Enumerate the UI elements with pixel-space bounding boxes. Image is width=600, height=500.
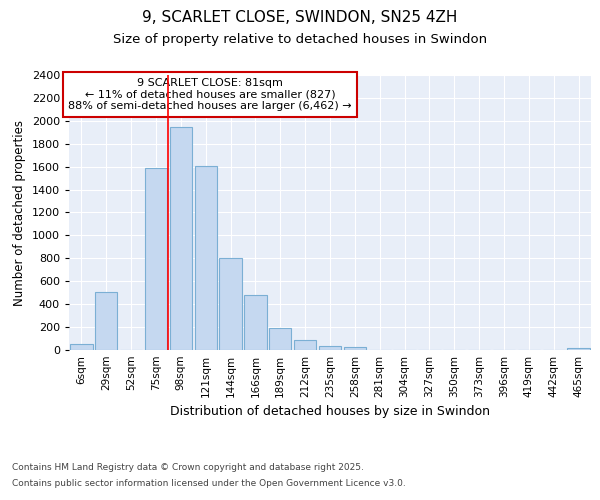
X-axis label: Distribution of detached houses by size in Swindon: Distribution of detached houses by size … <box>170 406 490 418</box>
Bar <box>95 292 118 350</box>
Bar <box>244 295 266 350</box>
Text: 9, SCARLET CLOSE, SWINDON, SN25 4ZH: 9, SCARLET CLOSE, SWINDON, SN25 4ZH <box>142 10 458 25</box>
Y-axis label: Number of detached properties: Number of detached properties <box>13 120 26 306</box>
Bar <box>145 168 167 350</box>
Bar <box>294 340 316 350</box>
Bar <box>344 347 366 350</box>
Text: Contains HM Land Registry data © Crown copyright and database right 2025.: Contains HM Land Registry data © Crown c… <box>12 464 364 472</box>
Bar <box>70 344 92 350</box>
Bar <box>194 166 217 350</box>
Bar <box>170 126 192 350</box>
Bar <box>269 328 292 350</box>
Bar <box>319 346 341 350</box>
Text: Size of property relative to detached houses in Swindon: Size of property relative to detached ho… <box>113 32 487 46</box>
Text: Contains public sector information licensed under the Open Government Licence v3: Contains public sector information licen… <box>12 478 406 488</box>
Bar <box>220 258 242 350</box>
Text: 9 SCARLET CLOSE: 81sqm
← 11% of detached houses are smaller (827)
88% of semi-de: 9 SCARLET CLOSE: 81sqm ← 11% of detached… <box>68 78 352 111</box>
Bar <box>568 348 590 350</box>
